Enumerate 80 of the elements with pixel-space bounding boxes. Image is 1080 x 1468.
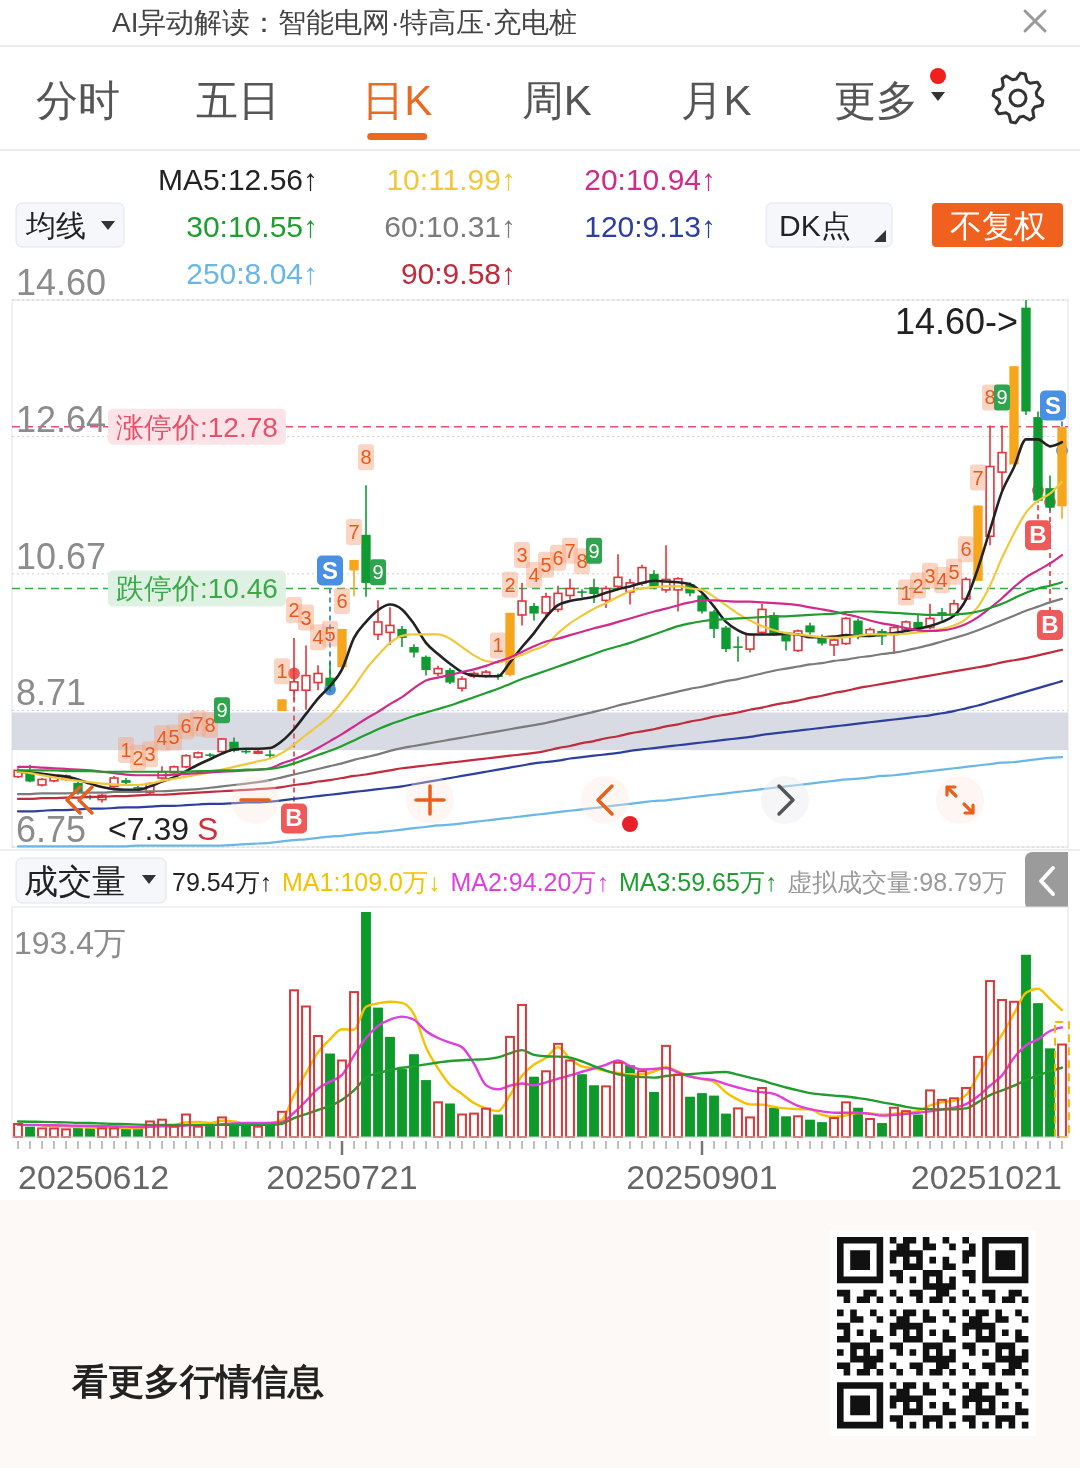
x-tick-label: 20250721 [266,1158,418,1196]
text: 3 [924,564,936,587]
text: 7 [192,712,204,735]
x-tick-label: 20250901 [626,1158,778,1196]
text: 4 [312,626,324,649]
text: 10:11.99↑ [386,163,516,196]
text: 20:10.94↑ [584,163,716,196]
legend-title: 成交量 [24,862,126,900]
data-label: S [321,556,339,584]
data-label: S [1044,391,1062,419]
text: 6 [336,589,348,612]
text: AI异动解读：智能电网·特高压·充电桩 [112,7,578,38]
text: DK点 [779,209,851,242]
text: 4 [156,727,168,750]
text: 3 [300,606,312,629]
text: 1 [276,660,288,683]
ref-line-label: 跌停价:10.46 [116,573,278,605]
text: 5 [540,553,552,576]
text: 1 [492,634,504,657]
y-tick-label: 12.64 [16,398,107,440]
text: 120:9.13↑ [584,210,716,243]
text: 2 [288,598,300,621]
text: 日K [362,77,433,124]
text: 5 [168,726,180,749]
legend-title: 均线 [25,209,86,242]
text: 60:10.31↑ [384,210,516,243]
annotation: <7.39 [108,811,189,848]
text: 7 [972,466,984,489]
text: 更多 [834,77,918,124]
text: 7 [348,520,360,543]
text: 2 [132,746,144,769]
y-tick-label: 10.67 [16,535,107,577]
annotation: S [196,811,219,848]
text: 1 [120,739,132,762]
text: 五日 [195,77,280,124]
text: 9 [996,386,1008,409]
text: 周K [521,77,592,124]
text: 月K [681,77,752,124]
text: 9 [216,699,228,722]
text: 20251021 [910,1158,1062,1196]
text: 3 [144,743,156,766]
y-tick-label: 14.60 [16,262,107,303]
annotation: 14.60-> [894,301,1018,342]
text: 6 [180,715,192,738]
text: 20250612 [18,1158,170,1196]
text: 3 [516,543,528,566]
text: 6 [552,546,564,569]
text: 8 [576,550,588,573]
text: 30:10.55↑ [186,210,318,243]
annotation: 193.4万 [14,925,127,961]
text: 5 [948,560,960,583]
text: 8 [984,386,996,409]
text: 虚拟成交量:98.79万 [787,868,1007,896]
text: 5 [324,622,336,645]
text: MA5:12.56↑ [157,163,318,196]
text: 看更多行情信息 [71,1361,324,1402]
text: 79.54万↑ [172,868,273,896]
text: 不复权 [949,208,1046,244]
y-tick-label: 8.71 [16,672,87,714]
data-label: B [285,804,303,832]
y-tick-label: 6.75 [16,809,87,850]
data-label: B [1029,521,1047,549]
text: 2 [912,574,924,597]
text: 7 [564,539,576,562]
text: 250:8.04↑ [186,257,318,290]
data-label: B [1041,611,1059,639]
text: 4 [936,568,948,591]
text: 9 [588,539,600,562]
text: MA3:59.65万↑ [618,868,778,896]
text: 分时 [36,77,120,124]
text: 4 [528,564,540,587]
text: MA1:109.0万↓ [282,868,441,896]
text: 6 [960,538,972,561]
text: 9 [372,561,384,584]
text: 1 [900,581,912,604]
text: 8 [204,713,216,736]
text: 8 [360,446,372,469]
text: 90:9.58↑ [400,257,516,290]
ref-line-label: 涨停价:12.78 [116,411,278,443]
text: MA2:94.20万↑ [450,868,609,896]
